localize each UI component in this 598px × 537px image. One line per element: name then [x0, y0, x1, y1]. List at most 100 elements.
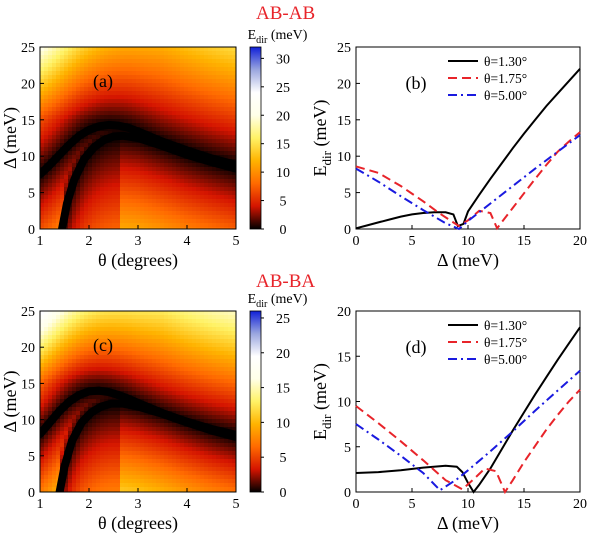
- heatmap-cell: [160, 179, 165, 184]
- heatmap-cell: [48, 219, 53, 224]
- heatmap-cell: [104, 435, 109, 440]
- heatmap-cell: [128, 383, 133, 388]
- heatmap-cell: [56, 319, 61, 324]
- heatmap-cell: [188, 115, 193, 120]
- heatmap-cell: [44, 399, 49, 404]
- heatmap-cell: [168, 323, 173, 328]
- heatmap-cell: [92, 375, 97, 380]
- heatmap-cell: [84, 319, 89, 324]
- heatmap-cell: [64, 75, 69, 80]
- heatmap-cell: [180, 195, 185, 200]
- heatmap-cell: [128, 51, 133, 56]
- heatmap-cell: [216, 487, 221, 492]
- heatmap-cell: [208, 183, 213, 188]
- heatmap-cell: [152, 375, 157, 380]
- heatmap-cell: [224, 211, 229, 216]
- heatmap-cell: [104, 67, 109, 72]
- heatmap-cell: [208, 331, 213, 336]
- heatmap-cell: [52, 147, 57, 152]
- heatmap-cell: [64, 395, 69, 400]
- heatmap-cell: [52, 79, 57, 84]
- heatmap-cell: [200, 91, 205, 96]
- heatmap-cell: [212, 343, 217, 348]
- heatmap-cell: [124, 447, 129, 452]
- heatmap-cell: [96, 471, 101, 476]
- heatmap-cell: [112, 387, 117, 392]
- heatmap-cell: [224, 467, 229, 472]
- heatmap-cell: [176, 351, 181, 356]
- heatmap-cell: [176, 319, 181, 324]
- heatmap-cell: [76, 115, 81, 120]
- heatmap-cell: [196, 115, 201, 120]
- heatmap-cell: [224, 187, 229, 192]
- heatmap-cell: [64, 171, 69, 176]
- heatmap-cell: [208, 319, 213, 324]
- heatmap-cell: [180, 83, 185, 88]
- heatmap-cell: [76, 71, 81, 76]
- heatmap-cell: [128, 335, 133, 340]
- heatmap-cell: [80, 195, 85, 200]
- heatmap-cell: [152, 219, 157, 224]
- heatmap-cell: [92, 447, 97, 452]
- heatmap-cell: [164, 199, 169, 204]
- heatmap-cell: [116, 67, 121, 72]
- heatmap-cell: [164, 103, 169, 108]
- heatmap-cell: [108, 175, 113, 180]
- heatmap-cell: [40, 327, 45, 332]
- heatmap-cell: [56, 175, 61, 180]
- heatmap-cell: [88, 367, 93, 372]
- heatmap-cell: [176, 227, 181, 229]
- heatmap-cell: [112, 227, 117, 229]
- heatmap-cell: [140, 183, 145, 188]
- y-tick-label: 20: [337, 77, 351, 92]
- heatmap-cell: [52, 467, 57, 472]
- heatmap-cell: [124, 51, 129, 56]
- x-tick-label: 5: [409, 234, 416, 249]
- heatmap-cell: [168, 347, 173, 352]
- heatmap-cell: [232, 131, 236, 136]
- heatmap-cell: [172, 399, 177, 404]
- heatmap-cell: [48, 191, 53, 196]
- heatmap-cell: [160, 55, 165, 60]
- heatmap-cell: [124, 223, 129, 228]
- heatmap-cell: [152, 395, 157, 400]
- heatmap-cell: [184, 223, 189, 228]
- heatmap-cell: [92, 175, 97, 180]
- heatmap-cell: [216, 383, 221, 388]
- heatmap-cell: [120, 359, 125, 364]
- heatmap-cell: [172, 339, 177, 344]
- heatmap-cell: [64, 179, 69, 184]
- heatmap-cell: [164, 431, 169, 436]
- heatmap-cell: [164, 151, 169, 156]
- heatmap-cell: [56, 471, 61, 476]
- heatmap-cell: [208, 127, 213, 132]
- heatmap-cell: [232, 419, 236, 424]
- heatmap-cell: [184, 99, 189, 104]
- heatmap-cell: [132, 187, 137, 192]
- heatmap-cell: [160, 95, 165, 100]
- heatmap-cell: [156, 55, 161, 60]
- heatmap-cell: [164, 391, 169, 396]
- heatmap-cell: [120, 167, 125, 172]
- heatmap-cell: [168, 107, 173, 112]
- heatmap-cell: [188, 167, 193, 172]
- heatmap-cell: [48, 483, 53, 488]
- heatmap-cell: [148, 123, 153, 128]
- heatmap-cell: [44, 407, 49, 412]
- heatmap-cell: [100, 167, 105, 172]
- heatmap-cell: [216, 99, 221, 104]
- heatmap-cell: [124, 435, 129, 440]
- heatmap-cell: [120, 79, 125, 84]
- heatmap-cell: [104, 315, 109, 320]
- heatmap-cell: [164, 467, 169, 472]
- heatmap-cell: [144, 55, 149, 60]
- heatmap-cell: [132, 211, 137, 216]
- heatmap-cell: [116, 311, 121, 316]
- heatmap-cell: [112, 363, 117, 368]
- heatmap-cell: [132, 455, 137, 460]
- heatmap-cell: [92, 103, 97, 108]
- heatmap-cell: [100, 219, 105, 224]
- heatmap-cell: [108, 447, 113, 452]
- heatmap-cell: [116, 351, 121, 356]
- series-line-1: [355, 326, 581, 494]
